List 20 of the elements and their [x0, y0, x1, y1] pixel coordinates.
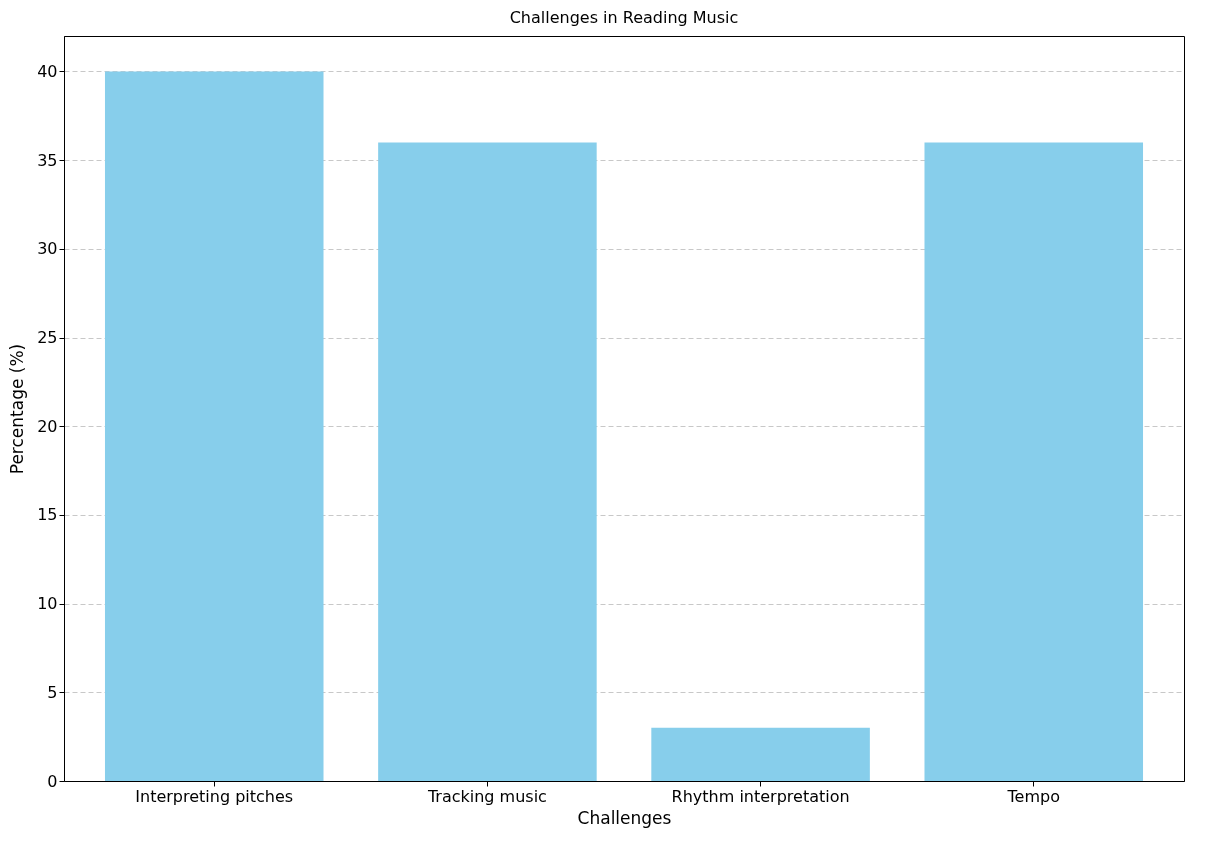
- x-tick-label: Tempo: [1006, 786, 1060, 806]
- x-tick-label: Tracking music: [426, 786, 547, 806]
- y-tick-label: 30: [37, 239, 58, 259]
- y-tick-label: 20: [37, 416, 58, 436]
- bar: [378, 142, 597, 781]
- bar: [104, 71, 324, 781]
- y-axis-title: Percentage (%): [7, 343, 28, 475]
- bar: [924, 142, 1144, 781]
- y-tick-label: 5: [47, 682, 58, 702]
- bar: [651, 727, 870, 781]
- y-tick-label: 40: [37, 61, 58, 81]
- y-tick-label: 35: [37, 150, 58, 170]
- y-tick-label: 10: [37, 594, 58, 614]
- x-axis-title: Challenges: [577, 807, 672, 828]
- chart-title: Challenges in Reading Music: [509, 8, 739, 27]
- x-tick-label: Interpreting pitches: [135, 786, 294, 806]
- y-tick-label: 0: [47, 771, 58, 791]
- x-tick-label: Rhythm interpretation: [671, 786, 850, 806]
- y-tick-label: 25: [37, 328, 58, 348]
- y-tick-label: 15: [37, 505, 58, 525]
